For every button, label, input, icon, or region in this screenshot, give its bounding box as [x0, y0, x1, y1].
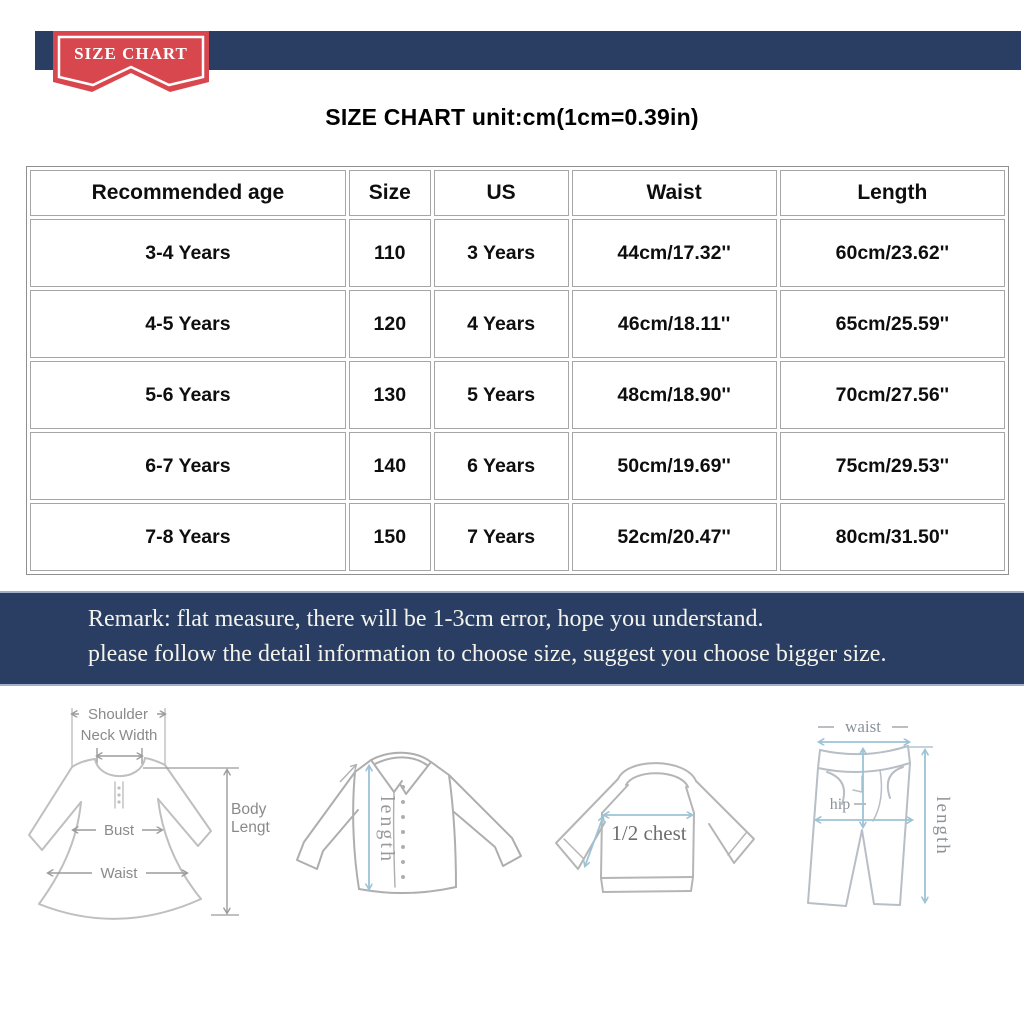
- table-cell: 7-8 Years: [30, 503, 346, 571]
- table-cell: 3 Years: [433, 219, 569, 287]
- col-header-size: Size: [348, 170, 431, 216]
- table-row: 5-6 Years 130 5 Years 48cm/18.90'' 70cm/…: [30, 361, 1005, 429]
- dress-outline: [28, 757, 212, 920]
- dress-body-length-label-1: Body: [231, 801, 267, 818]
- pants-waist-label: waist: [845, 717, 881, 736]
- table-cell: 46cm/18.11'': [571, 290, 777, 358]
- table-cell: 4 Years: [433, 290, 569, 358]
- sweater-half-chest-label: 1/2 chest: [611, 821, 686, 845]
- table-cell: 140: [348, 432, 431, 500]
- dress-body-length-label-2: Length: [231, 819, 270, 836]
- ribbon-shape: [53, 31, 209, 92]
- table-cell: 52cm/20.47'': [571, 503, 777, 571]
- table-cell: 60cm/23.62'': [779, 219, 1005, 287]
- table-cell: 110: [348, 219, 431, 287]
- table-cell: 7 Years: [433, 503, 569, 571]
- ribbon-inner-border: [57, 35, 205, 87]
- body-length-arrow: [143, 767, 239, 916]
- sweater-outline: [555, 762, 755, 893]
- shirt-shoulder-tick: [339, 765, 356, 783]
- shirt-outline: [296, 751, 522, 894]
- col-header-length: Length: [779, 170, 1005, 216]
- table-cell: 80cm/31.50'': [779, 503, 1005, 571]
- col-header-recommended-age: Recommended age: [30, 170, 346, 216]
- remark-banner: Remark: flat measure, there will be 1-3c…: [0, 591, 1024, 686]
- sweater-diagram: 1/2 chest: [555, 762, 755, 893]
- shoulder-label-bg: [79, 704, 157, 723]
- page-title: SIZE CHART unit:cm(1cm=0.39in): [325, 104, 699, 130]
- remark-line-2: please follow the detail information to …: [88, 641, 887, 667]
- ribbon-label: SIZE CHART: [74, 44, 188, 63]
- table-cell: 3-4 Years: [30, 219, 346, 287]
- table-cell: 5 Years: [433, 361, 569, 429]
- neck-width-arrow: [97, 748, 142, 764]
- table-cell: 120: [348, 290, 431, 358]
- table-cell: 6 Years: [433, 432, 569, 500]
- table-cell: 6-7 Years: [30, 432, 346, 500]
- table-cell: 5-6 Years: [30, 361, 346, 429]
- pants-hip-label: hip: [830, 796, 850, 813]
- table-cell: 4-5 Years: [30, 290, 346, 358]
- dress-waist-label: Waist: [101, 865, 139, 882]
- dress-placket-buttons: [117, 786, 121, 804]
- remark-line-1: Remark: flat measure, there will be 1-3c…: [88, 606, 764, 632]
- shirt-diagram: length: [296, 751, 522, 894]
- table-cell: 65cm/25.59'': [779, 290, 1005, 358]
- table-row: 6-7 Years 140 6 Years 50cm/19.69'' 75cm/…: [30, 432, 1005, 500]
- table-cell: 130: [348, 361, 431, 429]
- dress-neck-width-label: Neck Width: [81, 727, 158, 744]
- col-header-waist: Waist: [571, 170, 777, 216]
- table-cell: 150: [348, 503, 431, 571]
- size-table: Recommended age Size US Waist Length 3-4…: [26, 166, 1009, 575]
- table-cell: 50cm/19.69'': [571, 432, 777, 500]
- pants-diagram: waist hip length: [807, 717, 953, 907]
- size-chart-ribbon: SIZE CHART: [53, 31, 209, 92]
- dress-diagram: Shoulder Neck Width Bust Waist: [28, 704, 270, 920]
- table-cell: 75cm/29.53'': [779, 432, 1005, 500]
- table-cell: 70cm/27.56'': [779, 361, 1005, 429]
- bust-label-bg: [96, 821, 142, 839]
- shirt-length-label: length: [376, 796, 398, 864]
- table-header-row: Recommended age Size US Waist Length: [30, 170, 1005, 216]
- waist-label-bg: [92, 864, 146, 882]
- pants-length-label: length: [932, 796, 953, 856]
- table-cell: 44cm/17.32'': [571, 219, 777, 287]
- table-row: 3-4 Years 110 3 Years 44cm/17.32'' 60cm/…: [30, 219, 1005, 287]
- dress-bust-label: Bust: [104, 822, 135, 839]
- table-row: 4-5 Years 120 4 Years 46cm/18.11'' 65cm/…: [30, 290, 1005, 358]
- dress-shoulder-label: Shoulder: [88, 706, 148, 723]
- table-cell: 48cm/18.90'': [571, 361, 777, 429]
- table-row: 7-8 Years 150 7 Years 52cm/20.47'' 80cm/…: [30, 503, 1005, 571]
- sweater-sleeve-arrow: [585, 817, 603, 866]
- pants-outline: [807, 745, 911, 907]
- shirt-buttons: [401, 785, 405, 879]
- col-header-us: US: [433, 170, 569, 216]
